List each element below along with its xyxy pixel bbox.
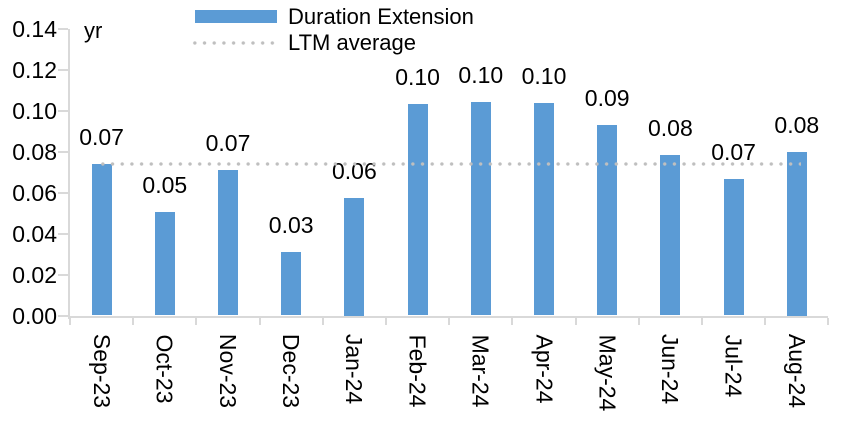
legend-label-ltm-average: LTM average xyxy=(288,30,416,55)
y-tick-label: 0.10 xyxy=(12,97,57,124)
y-tick xyxy=(58,191,68,194)
y-tick-label: 0.08 xyxy=(12,138,57,165)
y-tick xyxy=(58,27,68,30)
bar-value-label: 0.08 xyxy=(648,114,693,141)
x-category-label: Sep-23 xyxy=(88,333,115,409)
x-tick xyxy=(195,317,198,325)
y-tick-label: 0.00 xyxy=(12,302,57,329)
x-category-label: Nov-23 xyxy=(215,333,242,409)
bar xyxy=(344,197,365,316)
y-tick-label: 0.04 xyxy=(12,220,57,247)
x-axis-line xyxy=(68,315,829,318)
bar xyxy=(597,124,618,316)
legend-dotted-line-swatch xyxy=(190,41,277,45)
bar xyxy=(218,169,238,316)
x-tick xyxy=(448,317,451,325)
y-tick xyxy=(58,314,68,317)
x-tick xyxy=(69,317,71,325)
legend-label-duration-extension: Duration Extension xyxy=(288,4,474,29)
x-tick xyxy=(701,317,703,325)
x-tick xyxy=(321,317,324,325)
bar-value-label: 0.10 xyxy=(395,64,440,91)
y-axis-unit-label: yr xyxy=(84,18,103,43)
bar xyxy=(407,104,428,316)
x-category-label: Apr-24 xyxy=(531,333,558,404)
bar-value-label: 0.08 xyxy=(774,111,820,138)
x-category-label: Jul-24 xyxy=(720,334,747,397)
y-tick xyxy=(58,68,68,71)
x-category-label: Oct-23 xyxy=(151,333,178,404)
bar-value-label: 0.05 xyxy=(142,171,188,198)
bar xyxy=(723,179,744,316)
x-tick xyxy=(258,317,261,325)
bar xyxy=(91,163,112,316)
y-tick xyxy=(58,273,68,276)
x-tick xyxy=(574,317,577,325)
legend: Duration Extension LTM average xyxy=(0,0,852,58)
y-tick xyxy=(58,232,68,235)
y-axis-line xyxy=(68,28,70,319)
y-tick xyxy=(58,109,68,112)
legend-bar-swatch xyxy=(195,10,277,23)
x-category-label: Jan-24 xyxy=(341,333,368,405)
bar xyxy=(470,102,491,316)
y-tick-label: 0.02 xyxy=(12,261,57,288)
y-tick-label: 0.12 xyxy=(12,56,57,83)
x-tick xyxy=(132,317,135,325)
x-category-label: Jun-24 xyxy=(657,333,684,405)
bar-value-label: 0.09 xyxy=(584,84,630,111)
x-tick xyxy=(827,317,830,325)
bar xyxy=(660,154,681,316)
bar xyxy=(281,251,302,316)
x-category-label: Aug-24 xyxy=(783,333,810,409)
bar-value-label: 0.10 xyxy=(458,62,504,89)
bar xyxy=(154,211,175,316)
y-tick-label: 0.14 xyxy=(12,15,57,42)
bar-value-label: 0.07 xyxy=(711,139,756,166)
bar xyxy=(786,151,807,316)
x-tick xyxy=(511,317,514,325)
x-category-label: Dec-23 xyxy=(278,333,305,409)
x-category-label: May-24 xyxy=(594,334,621,411)
bar-value-label: 0.07 xyxy=(79,123,124,150)
bar xyxy=(534,103,554,316)
x-category-label: Mar-24 xyxy=(467,334,494,407)
bar-value-label: 0.10 xyxy=(521,63,567,90)
bar-value-label: 0.03 xyxy=(268,211,314,238)
x-tick xyxy=(764,317,767,325)
x-tick xyxy=(385,317,387,325)
x-tick xyxy=(637,317,640,325)
y-tick xyxy=(58,150,68,153)
y-tick-label: 0.06 xyxy=(12,179,57,206)
x-category-label: Feb-24 xyxy=(404,334,431,407)
ltm-average-line xyxy=(97,161,801,166)
bar-value-label: 0.07 xyxy=(205,129,251,156)
